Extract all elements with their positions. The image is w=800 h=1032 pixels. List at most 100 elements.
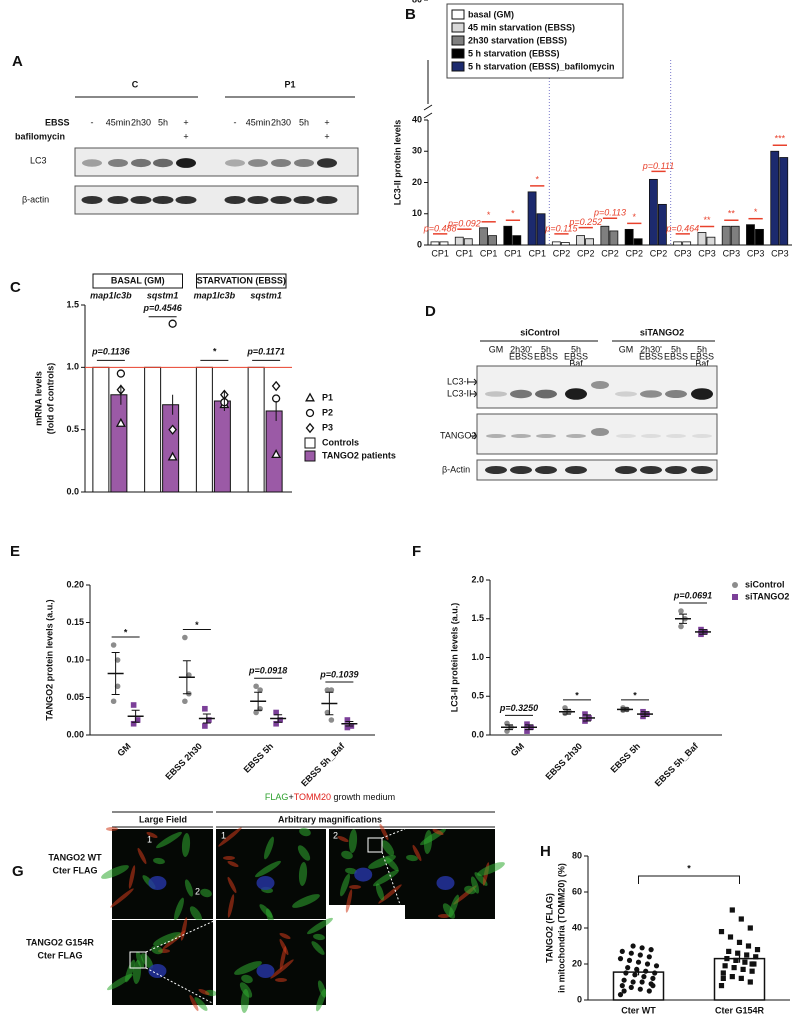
data-point (639, 945, 645, 951)
cell-signal (264, 836, 274, 860)
legend-swatch (451, 61, 465, 72)
cell-signal (337, 835, 349, 843)
row-label: Cter FLAG (38, 950, 83, 960)
bar (92, 366, 110, 493)
zoom-line (145, 828, 406, 1006)
cell-signal (174, 897, 184, 921)
band (535, 466, 557, 474)
band (535, 389, 557, 399)
micrograph (112, 920, 213, 1005)
cell-signal (106, 827, 118, 831)
x-tick-label: CP1 (480, 248, 498, 258)
annotation: p=0.111 (642, 161, 674, 171)
data-point (731, 965, 737, 971)
data-point (116, 369, 126, 378)
cell-signal (279, 946, 287, 970)
cell-signal (227, 894, 235, 918)
x-tick-label: CP3 (771, 248, 789, 258)
band (270, 196, 292, 204)
annotation: p=0.488 (423, 223, 457, 233)
annotation: p=0.4546 (142, 303, 182, 313)
blot-label: LC3-II (447, 388, 472, 398)
y-tick-label: 1.5 (471, 613, 484, 623)
annotation: * (487, 210, 491, 220)
cell-signal (340, 873, 350, 897)
annotation: p=0.0691 (673, 590, 712, 600)
cell-signal (101, 865, 129, 879)
data-point (724, 956, 730, 962)
annotation: * (754, 207, 758, 217)
cell-signal (153, 932, 181, 946)
cell-signal (368, 855, 396, 869)
band (665, 466, 687, 474)
panel-letter: B (405, 6, 416, 23)
cell-signal (156, 831, 182, 849)
data-point (639, 979, 645, 985)
cell-signal (406, 854, 418, 862)
nucleus (148, 964, 167, 978)
y-tick-label: 0.5 (471, 691, 484, 701)
cell-signal (349, 885, 361, 889)
panel-letter: C (10, 279, 21, 296)
band (108, 159, 128, 167)
lane-label: + (183, 131, 188, 141)
data-point (650, 975, 656, 982)
bar (721, 225, 731, 246)
data-point (324, 709, 331, 716)
data-point (271, 380, 281, 392)
band (176, 158, 196, 168)
inset-label: 1 (221, 830, 226, 840)
cell-signal (227, 876, 237, 894)
cell-signal (345, 867, 357, 875)
band (153, 158, 173, 168)
data-point (729, 907, 735, 913)
bar (770, 150, 780, 246)
cell-signal (110, 888, 134, 908)
cell-signal (449, 894, 459, 918)
data-point (328, 687, 335, 693)
cell-signal (227, 860, 239, 868)
legend-label: 2h30 starvation (EBSS) (468, 35, 567, 45)
cell-signal (470, 876, 480, 894)
band (640, 466, 662, 474)
legend-label: P2 (322, 407, 333, 417)
y-axis-title: in mitochondria (TOMM20) (%) (556, 863, 566, 993)
data-point (648, 947, 654, 953)
x-tick-label: CP3 (723, 248, 741, 258)
panel-letter: A (12, 53, 23, 70)
band (225, 159, 245, 167)
x-category-label: map1lc3b (194, 290, 236, 300)
legend-box (446, 3, 624, 79)
y-tick-label: 0.15 (66, 617, 84, 627)
annotation: p=0.113 (593, 208, 626, 218)
band (615, 466, 637, 474)
data-point (718, 929, 725, 935)
group-label: C (132, 79, 139, 89)
x-tick-label: EBSS 2h30 (163, 741, 204, 782)
lane-label: GM (619, 344, 634, 354)
panel-letter: E (10, 543, 20, 560)
legend-marker (305, 408, 315, 418)
x-tick-label: EBSS 5h (242, 741, 276, 775)
bar (576, 235, 585, 246)
bar (536, 213, 546, 246)
x-tick-label: CP3 (747, 248, 765, 258)
y-tick-label: 20 (412, 177, 422, 187)
bar (551, 241, 561, 246)
lane-label: EBSS (690, 351, 714, 361)
data-point (720, 970, 726, 976)
cell-signal (279, 932, 291, 940)
cell-signal (153, 857, 165, 865)
data-point (257, 687, 263, 693)
blot (476, 365, 718, 409)
band (616, 434, 636, 438)
data-point (206, 717, 212, 723)
row-label: bafilomycin (15, 131, 65, 141)
legend-label: P1 (322, 392, 333, 402)
band (486, 434, 506, 438)
bar (682, 241, 692, 246)
cell-signal (373, 869, 399, 887)
data-point (617, 992, 624, 998)
bar (673, 241, 683, 246)
annotation: * (195, 620, 199, 630)
